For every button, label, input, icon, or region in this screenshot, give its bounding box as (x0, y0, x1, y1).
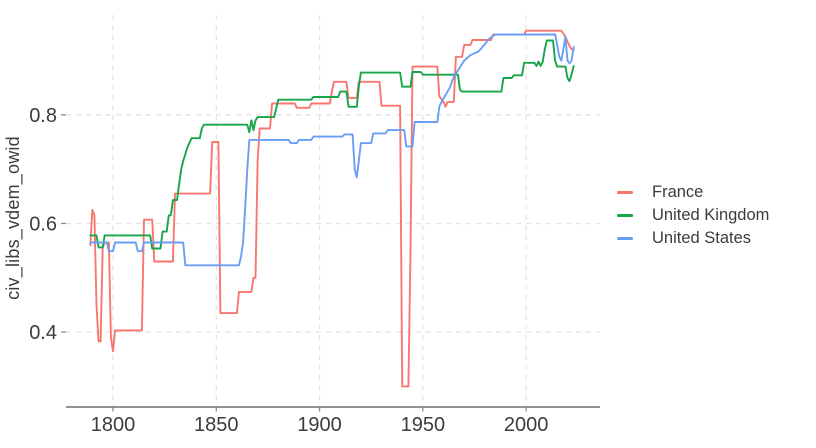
series-line-united-states (89, 33, 575, 267)
legend-label-france: France (652, 183, 704, 201)
france-line-swatch-icon (617, 191, 633, 194)
y-axis-title: civ_libs_vdem_owid (3, 136, 23, 300)
series-line-united-kingdom (89, 39, 575, 250)
x-tick-label: 2000 (504, 414, 549, 436)
y-tick-label: 0.8 (29, 105, 57, 127)
legend-item-france: France (617, 181, 769, 204)
y-tick-label: 0.4 (29, 322, 57, 344)
legend-item-united-states: United States (617, 227, 769, 250)
legend-label-united-kingdom: United Kingdom (652, 206, 770, 224)
legend: France United Kingdom United States (617, 181, 769, 250)
y-tick-label: 0.6 (29, 213, 57, 235)
x-tick-label: 1900 (297, 414, 342, 436)
united-kingdom-line-swatch-icon (617, 214, 633, 217)
legend-label-united-states: United States (652, 229, 752, 247)
united-states-line-swatch-icon (617, 237, 633, 240)
x-tick-label: 1800 (91, 414, 136, 436)
legend-item-united-kingdom: United Kingdom (617, 204, 769, 227)
series-line-france (89, 29, 575, 388)
x-tick-label: 1950 (401, 414, 446, 436)
x-tick-label: 1850 (194, 414, 239, 436)
